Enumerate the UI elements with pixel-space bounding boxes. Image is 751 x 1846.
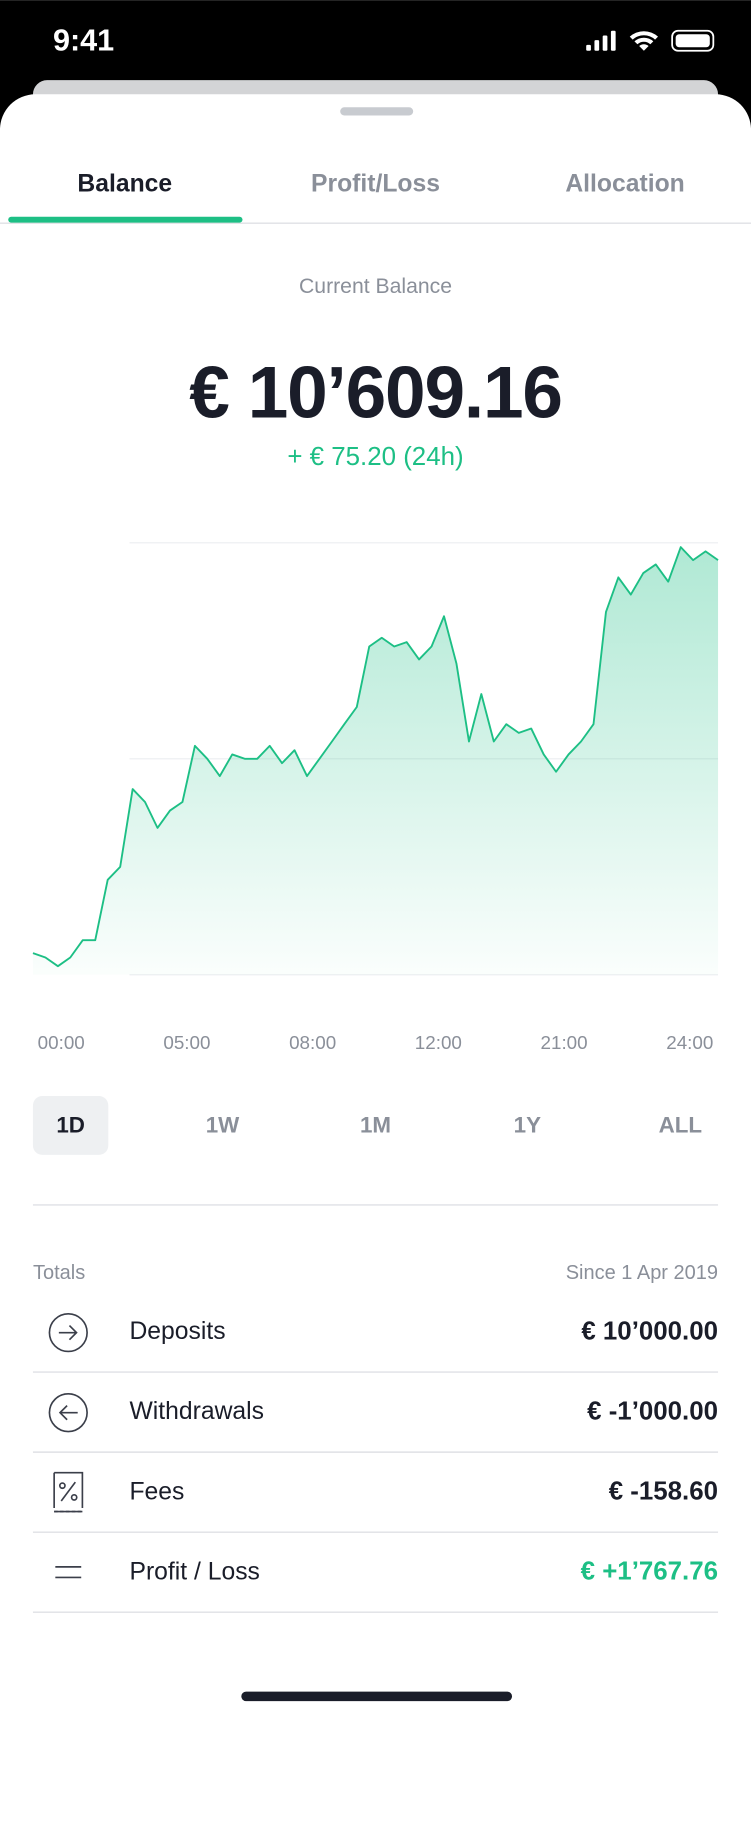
period-button[interactable]: 1M bbox=[360, 1113, 391, 1138]
totals-since: Since 1 Apr 2019 bbox=[566, 1262, 718, 1284]
x-tick-label: 12:00 bbox=[415, 1032, 462, 1053]
withdrawal-icon bbox=[48, 1393, 88, 1433]
time: 9:41 bbox=[53, 24, 114, 58]
tab-indicator bbox=[8, 216, 243, 223]
line bbox=[32, 546, 719, 968]
row-label: Fees bbox=[129, 1478, 184, 1505]
row-value: € -1’000.00 bbox=[587, 1398, 718, 1426]
totals-title: Totals bbox=[33, 1262, 85, 1284]
home-indicator bbox=[241, 1691, 513, 1702]
period-button[interactable]: ALL bbox=[659, 1113, 702, 1138]
x-tick-label: 05:00 bbox=[163, 1032, 210, 1053]
x-tick-label: 08:00 bbox=[289, 1032, 336, 1053]
row-label: Withdrawals bbox=[129, 1398, 264, 1425]
fees-icon bbox=[53, 1471, 84, 1513]
tab[interactable]: Allocation bbox=[565, 170, 684, 197]
equals-icon bbox=[55, 1566, 82, 1579]
area bbox=[32, 547, 719, 975]
chart: 00:00 05:00 08:00 12:00 21:00 24:00 bbox=[32, 542, 719, 1053]
balance-label: Current Balance bbox=[299, 275, 452, 298]
period-button[interactable]: 1D bbox=[56, 1113, 85, 1138]
period-button[interactable]: 1Y bbox=[514, 1113, 541, 1138]
handle[interactable] bbox=[340, 107, 414, 116]
row-label: Deposits bbox=[129, 1318, 225, 1345]
deposit-icon bbox=[48, 1312, 88, 1353]
period-selected-bg bbox=[32, 1096, 109, 1155]
x-tick-label: 21:00 bbox=[541, 1032, 588, 1053]
row-label: Profit / Loss bbox=[129, 1558, 259, 1585]
row-value: € -158.60 bbox=[609, 1478, 718, 1506]
tab[interactable]: Profit/Loss bbox=[311, 170, 440, 197]
tab[interactable]: Balance bbox=[77, 170, 172, 197]
x-tick-label: 00:00 bbox=[38, 1032, 85, 1053]
balance-change: + € 75.20 (24h) bbox=[287, 443, 463, 471]
row-value: € 10’000.00 bbox=[581, 1317, 718, 1345]
balance-amount: € 10’609.16 bbox=[189, 352, 562, 433]
period-button[interactable]: 1W bbox=[206, 1113, 240, 1138]
row-value: € +1’767.76 bbox=[581, 1558, 718, 1586]
status-icons bbox=[586, 29, 715, 52]
x-tick-label: 24:00 bbox=[666, 1032, 713, 1053]
